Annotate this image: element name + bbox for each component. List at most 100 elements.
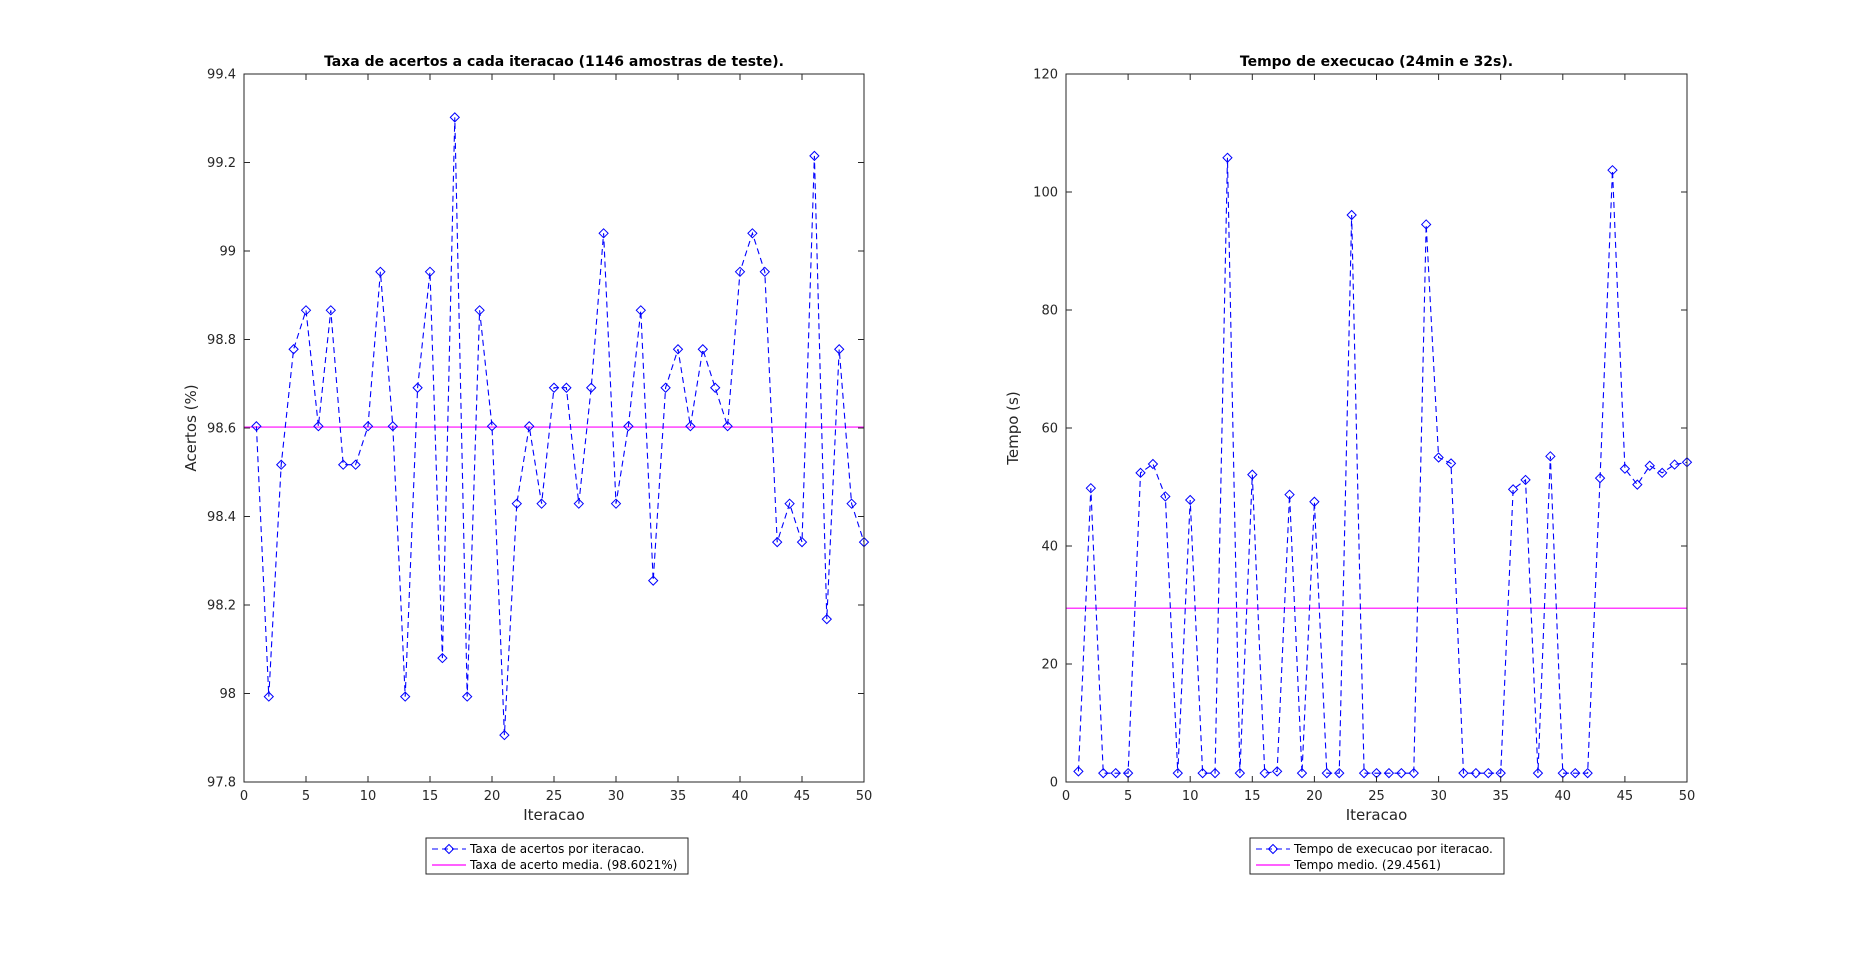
data-point: [251, 421, 262, 432]
data-point: [523, 421, 535, 432]
data-point: [1284, 489, 1295, 500]
y-tick-label: 98.4: [207, 510, 236, 525]
data-point: [536, 498, 547, 509]
y-tick-label: 100: [1033, 186, 1058, 201]
data-point: [1073, 766, 1084, 777]
y-tick-label: 40: [1041, 540, 1058, 555]
y-tick-label: 99.4: [207, 68, 236, 83]
data-point: [796, 536, 808, 548]
x-tick-label: 10: [360, 789, 377, 804]
data-point: [1147, 458, 1159, 470]
data-point: [1470, 767, 1482, 779]
data-point: [623, 421, 634, 432]
x-tick-label: 35: [670, 789, 687, 804]
data-point: [474, 305, 485, 316]
legend-diamond-marker: [1267, 843, 1279, 855]
data-point: [499, 729, 510, 741]
data-point: [449, 112, 461, 123]
legend: Taxa de acertos por iteracao. Taxa de ace…: [425, 837, 689, 875]
data-point: [1346, 209, 1357, 221]
x-tick-label: 15: [422, 789, 439, 804]
data-point: [660, 382, 671, 393]
chart-2: 0 5 10 15 20 25 30 35 40 45 50 0 20 40 60 80 100 120 Tempo…: [1004, 54, 1696, 875]
data-point: [1098, 767, 1109, 779]
data-point: [362, 421, 374, 432]
data-point: [1160, 491, 1171, 502]
data-point: [424, 266, 436, 278]
data-point: [1570, 767, 1581, 779]
data-point: [672, 344, 684, 355]
data-point: [437, 652, 448, 664]
x-tick-label: 50: [1679, 789, 1696, 804]
data-point: [1445, 458, 1457, 469]
data-point: [784, 498, 795, 509]
data-point: [1296, 767, 1308, 779]
data-point: [697, 344, 709, 355]
data-point: [1172, 767, 1183, 779]
data-point: [486, 421, 498, 432]
data-point: [747, 228, 758, 239]
data-point: [1656, 467, 1668, 479]
x-tick-label: 20: [1306, 789, 1323, 804]
legend-label-mean: Taxa de acerto media. (98.6021%): [469, 858, 677, 872]
data-point: [288, 344, 299, 355]
data-point: [1247, 469, 1258, 480]
y-tick-label: 99: [219, 245, 236, 260]
data-point: [1632, 479, 1643, 490]
data-point: [734, 266, 746, 278]
data-point: [1619, 463, 1631, 474]
x-tick-label: 40: [732, 789, 749, 804]
series-line: [1077, 157, 1688, 774]
data-point: [1334, 767, 1345, 779]
y-tick-label: 120: [1033, 68, 1058, 83]
data-point: [1197, 767, 1208, 779]
data-point: [809, 150, 820, 162]
x-tick-label: 0: [240, 789, 248, 804]
data-point: [1209, 767, 1221, 779]
data-point: [1085, 482, 1097, 494]
data-point: [461, 691, 473, 702]
data-point: [350, 459, 361, 470]
data-point: [846, 498, 857, 509]
data-point: [722, 421, 733, 432]
x-tick-label: 5: [302, 789, 310, 804]
data-point: [647, 575, 659, 586]
data-point: [337, 459, 349, 470]
legend-label-series: Tempo de execucao por iteracao.: [1293, 842, 1493, 856]
legend: Tempo de execucao por iteracao. Tempo med…: [1249, 837, 1505, 875]
data-point: [1110, 767, 1121, 779]
data-point: [573, 498, 585, 509]
data-point: [412, 382, 423, 393]
x-tick-label: 30: [1430, 789, 1447, 804]
y-axis-label: Acertos (%): [182, 384, 200, 471]
legend-label-mean: Tempo medio. (29.4561): [1293, 858, 1441, 872]
data-point: [1358, 767, 1370, 779]
legend-diamond-marker: [443, 843, 455, 855]
data-point: [1271, 766, 1283, 777]
data-point: [375, 266, 386, 278]
data-point: [1184, 494, 1196, 506]
x-tick-label: 25: [1368, 789, 1385, 804]
x-tick-label: 10: [1182, 789, 1199, 804]
legend-box: [1249, 837, 1505, 875]
data-point: [1507, 484, 1519, 495]
data-point: [610, 498, 622, 509]
x-axis-label: Iteracao: [1346, 806, 1408, 824]
x-axis-label: Iteracao: [523, 806, 585, 824]
data-point: [709, 382, 721, 393]
y-tick-label: 0: [1050, 776, 1058, 791]
data-point: [313, 421, 324, 432]
data-point: [1644, 460, 1655, 471]
y-tick-label: 98: [219, 687, 236, 702]
y-axis-label: Tempo (s): [1004, 391, 1022, 465]
data-point: [548, 382, 560, 393]
data-point: [1458, 767, 1469, 779]
data-point: [1520, 474, 1531, 486]
data-point: [1433, 452, 1444, 463]
data-point: [1594, 472, 1606, 484]
data-point: [1532, 767, 1544, 779]
x-tick-label: 45: [794, 789, 811, 804]
chart-1: 0 5 10 15 20 25 30 35 40 45 50 97.8 98 98.2 98.4 98.6 98…: [182, 54, 872, 875]
data-point: [1222, 152, 1233, 163]
